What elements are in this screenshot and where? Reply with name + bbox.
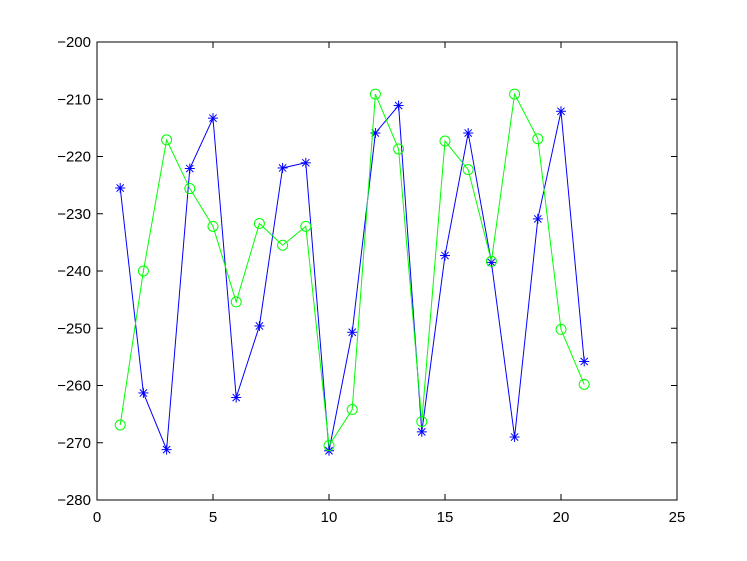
data-point-circle <box>253 217 265 229</box>
data-point-circle <box>578 378 590 390</box>
y-tick-label: −260 <box>57 378 91 395</box>
series-2 <box>114 88 590 452</box>
data-point-circle <box>485 255 497 267</box>
data-point-asterisk <box>463 128 474 139</box>
data-point-asterisk <box>231 392 242 403</box>
data-point-asterisk <box>347 327 358 338</box>
y-tick-label: −240 <box>57 263 91 280</box>
data-point-circle <box>323 440 335 452</box>
y-tick-label: −270 <box>57 435 91 452</box>
x-tick-label: 10 <box>321 509 338 526</box>
y-tick-label: −230 <box>57 206 91 223</box>
data-point-asterisk <box>416 426 427 437</box>
data-point-asterisk <box>254 320 265 331</box>
data-point-circle <box>509 88 521 100</box>
series-1 <box>115 100 590 456</box>
data-point-asterisk <box>161 444 172 455</box>
data-point-asterisk <box>184 163 195 174</box>
y-tick-label: −220 <box>57 149 91 166</box>
data-point-asterisk <box>440 250 450 261</box>
data-point-asterisk <box>138 387 149 398</box>
data-point-circle <box>462 164 474 176</box>
data-point-circle <box>137 265 149 277</box>
data-point-asterisk <box>579 356 590 367</box>
y-axis: −280 −270 −260 −250 −240 −230 −220 −210 −200 <box>57 34 677 509</box>
data-point-asterisk <box>509 432 520 443</box>
data-point-circle <box>555 323 567 335</box>
data-point-circle <box>300 220 312 232</box>
plot-area <box>96 41 678 501</box>
data-point-circle <box>184 183 196 195</box>
data-point-asterisk <box>532 213 543 224</box>
data-point-asterisk <box>277 162 288 173</box>
series-line <box>119 92 585 448</box>
x-tick-label: 0 <box>93 509 101 526</box>
data-point-circle <box>416 416 428 428</box>
x-tick-label: 25 <box>669 509 686 526</box>
series-layer <box>114 88 590 456</box>
data-point-circle <box>161 134 173 146</box>
y-tick-label: −200 <box>57 34 91 51</box>
x-tick-label: 5 <box>209 509 217 526</box>
data-point-circle <box>230 296 242 308</box>
data-point-circle <box>207 220 219 232</box>
x-tick-label: 15 <box>437 509 454 526</box>
data-point-circle <box>114 419 126 431</box>
data-point-asterisk <box>300 157 311 168</box>
x-tick-label: 20 <box>553 509 570 526</box>
data-point-circle <box>277 239 289 251</box>
data-point-circle <box>346 404 358 416</box>
y-tick-label: −210 <box>57 91 91 108</box>
data-point-asterisk <box>393 100 404 111</box>
data-point-circle <box>369 88 381 100</box>
data-point-asterisk <box>115 182 126 193</box>
data-point-asterisk <box>208 113 218 124</box>
data-point-asterisk <box>556 106 566 117</box>
data-point-circle <box>532 133 544 145</box>
y-tick-label: −280 <box>57 492 91 509</box>
data-point-circle <box>439 135 451 147</box>
data-point-circle <box>393 143 405 155</box>
x-axis: 0 5 10 15 20 25 <box>93 42 686 526</box>
y-tick-label: −250 <box>57 320 91 337</box>
